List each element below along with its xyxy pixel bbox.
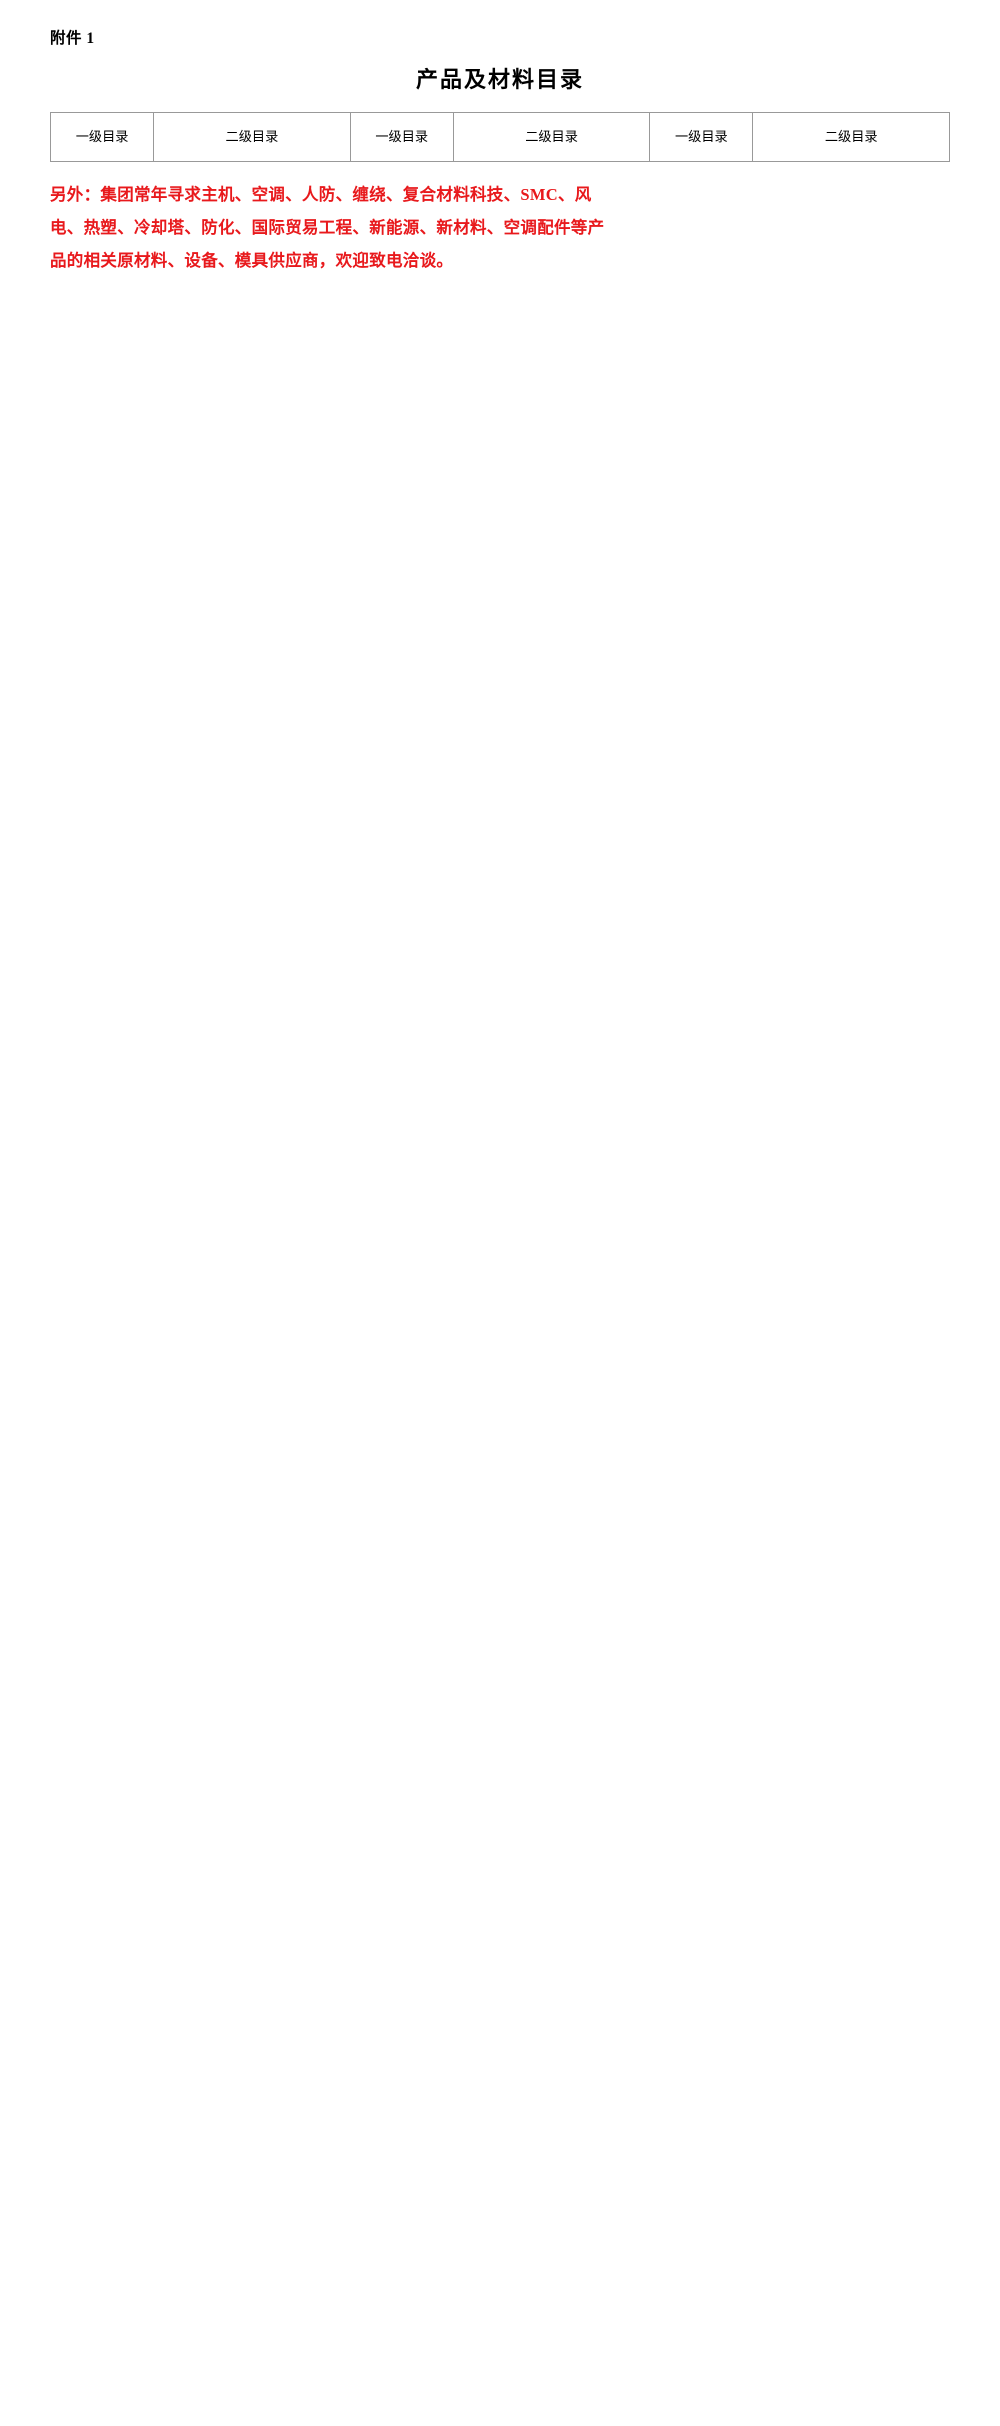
footer-note-line-2: 电、热塑、冷却塔、防化、国际贸易工程、新能源、新材料、空调配件等产: [50, 218, 605, 237]
table-header-row: 一级目录 二级目录 一级目录 二级目录 一级目录 二级目录: [49, 112, 950, 162]
col-header-level2-c: 二级目录: [752, 112, 950, 162]
col-header-level2-a: 二级目录: [153, 112, 351, 162]
document-page: 附件 1 产品及材料目录 一级目录 二级目录 一级目录 二级目录 一级目录 二级…: [0, 0, 1000, 287]
footer-note: 另外：集团常年寻求主机、空调、人防、缠绕、复合材料科技、SMC、风 电、热塑、冷…: [50, 178, 950, 277]
col-header-level1-a: 一级目录: [49, 112, 155, 162]
footer-note-line-1: 另外：集团常年寻求主机、空调、人防、缠绕、复合材料科技、SMC、风: [50, 185, 592, 204]
col-header-level1-b: 一级目录: [349, 112, 454, 162]
table-header: 一级目录 二级目录 一级目录 二级目录 一级目录 二级目录: [49, 112, 950, 162]
page-title: 产品及材料目录: [415, 67, 584, 92]
attachment-label: 附件 1: [50, 30, 95, 47]
footer-note-line-3: 品的相关原材料、设备、模具供应商，欢迎致电洽谈。: [50, 251, 454, 270]
col-header-level1-c: 一级目录: [649, 112, 754, 162]
product-material-catalog-table: 一级目录 二级目录 一级目录 二级目录 一级目录 二级目录: [49, 112, 950, 162]
col-header-level2-b: 二级目录: [452, 112, 651, 162]
